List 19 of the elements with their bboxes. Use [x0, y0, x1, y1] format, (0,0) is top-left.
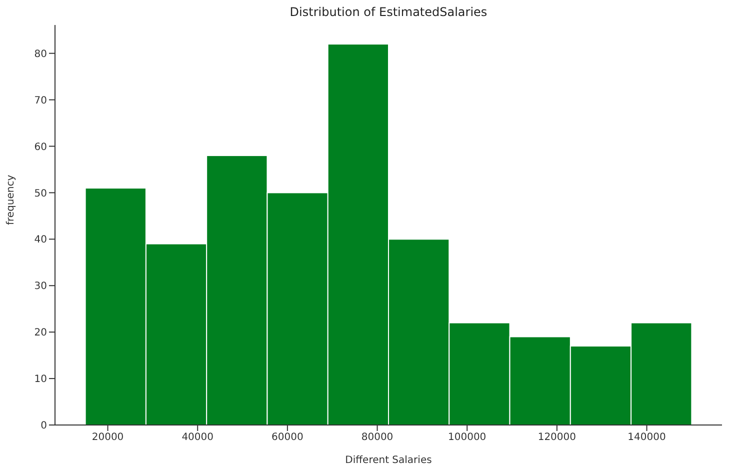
y-tick-label: 0	[40, 420, 47, 432]
x-axis-title: Different Salaries	[345, 455, 432, 466]
x-tick-label: 20000	[92, 432, 124, 444]
y-tick-label: 10	[34, 374, 47, 386]
chart-title: Distribution of EstimatedSalaries	[290, 5, 488, 19]
y-tick-label: 30	[34, 281, 47, 292]
y-tick-label: 70	[34, 95, 47, 106]
y-tick-label: 60	[34, 142, 47, 153]
x-tick-label: 120000	[538, 432, 576, 444]
x-tick-label: 100000	[448, 432, 486, 444]
x-tick-label: 40000	[182, 432, 214, 444]
x-tick-label: 60000	[272, 432, 304, 444]
y-tick-label: 50	[34, 188, 47, 200]
y-tick-label: 20	[34, 328, 47, 339]
x-tick-label: 80000	[361, 432, 394, 444]
x-tick-label: 140000	[628, 432, 666, 444]
y-tick-label: 80	[34, 48, 47, 60]
y-tick-label: 40	[34, 234, 47, 246]
y-axis-title: frequency	[6, 174, 17, 225]
